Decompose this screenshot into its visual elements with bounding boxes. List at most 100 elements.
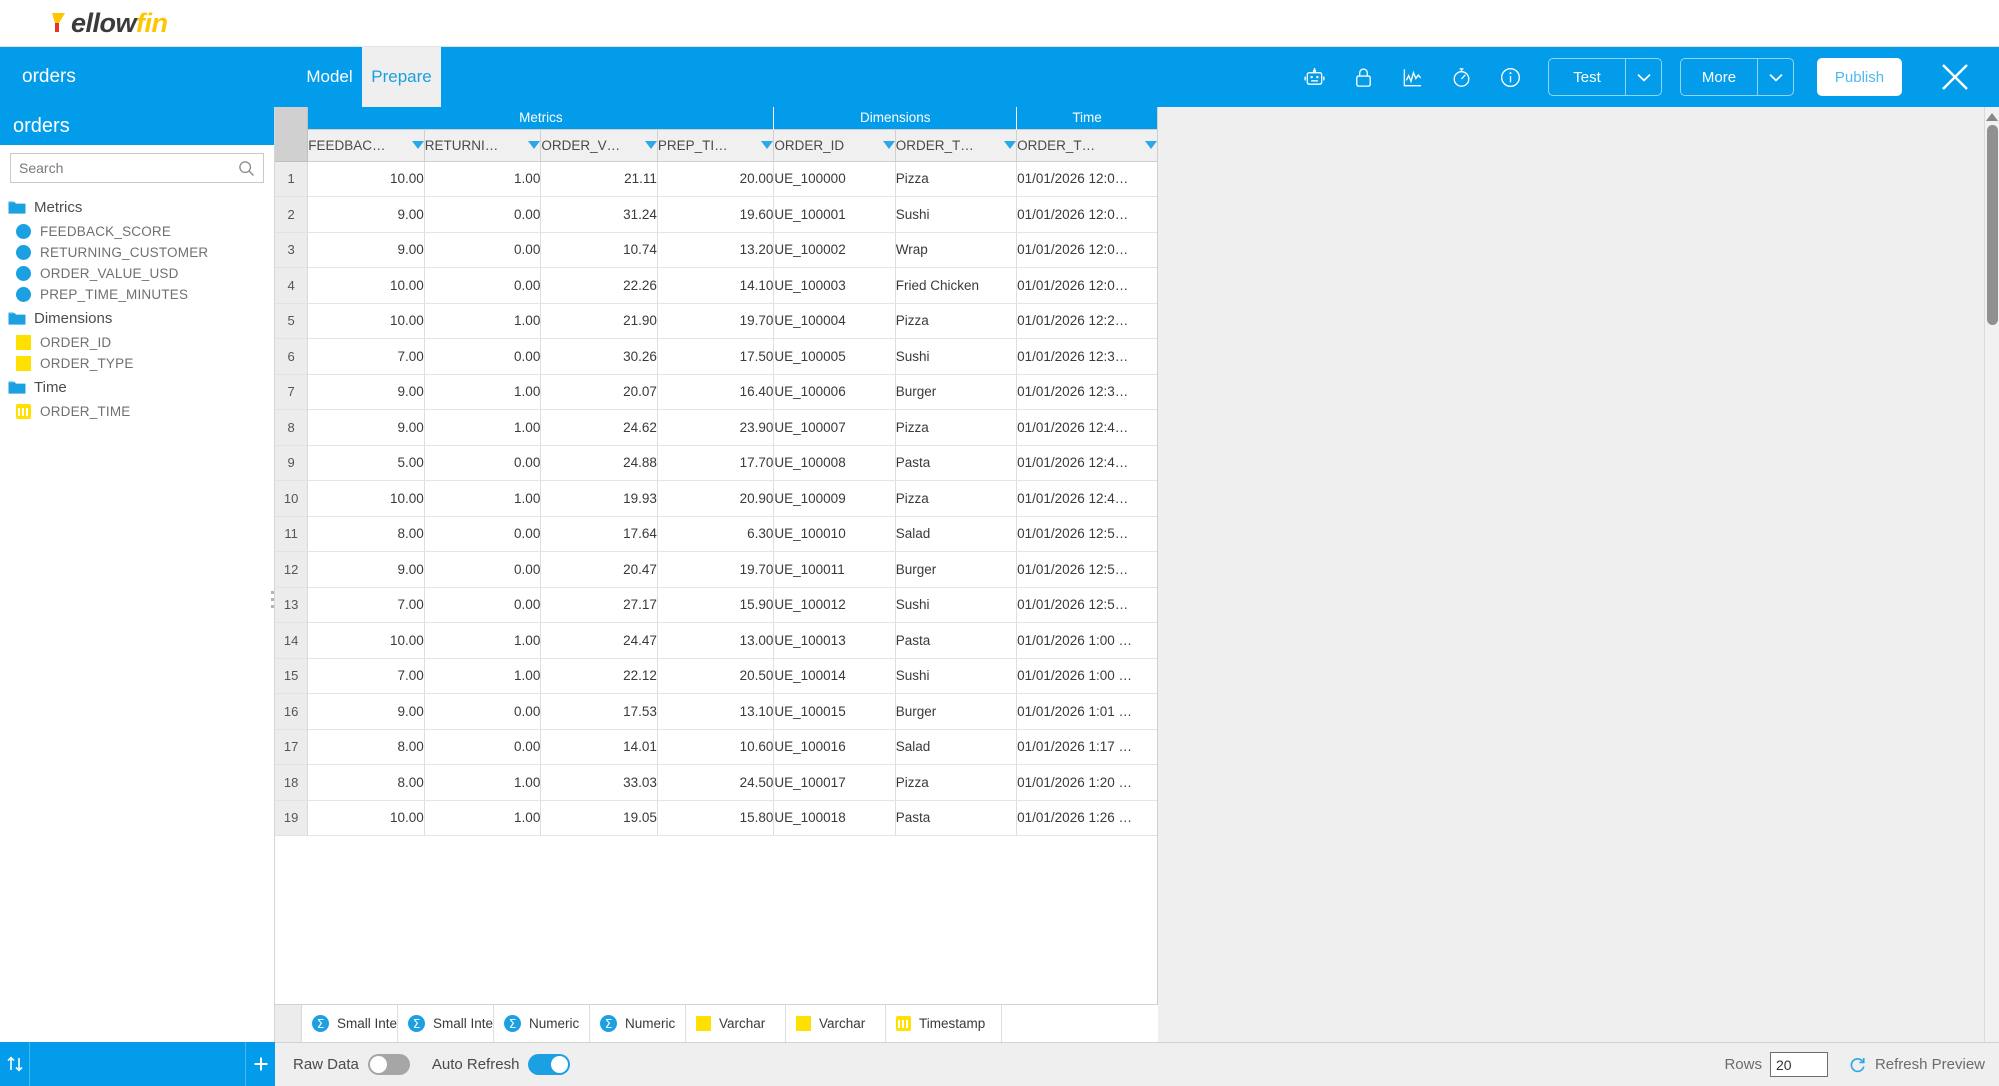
cell-returning_customer[interactable]: 0.00 [424,729,542,765]
cell-order_type[interactable]: Burger [895,374,1018,410]
table-row[interactable]: 16 9.00 0.00 17.53 13.10 UE_100015 Burger 01/01… [275,693,1157,730]
cell-returning_customer[interactable]: 1.00 [424,374,542,410]
cell-order_id[interactable]: UE_100008 [773,445,896,481]
performance-icon[interactable] [1441,57,1481,97]
cell-returning_customer[interactable]: 0.00 [424,551,542,588]
cell-order_id[interactable]: UE_100003 [773,267,896,304]
cell-feedback_score[interactable]: 7.00 [307,338,425,375]
table-row[interactable]: 2 9.00 0.00 31.24 19.60 UE_100001 Sushi 01/01/2… [275,196,1157,233]
cell-order_type[interactable]: Pizza [895,480,1018,517]
tree-item-order-value-usd[interactable]: ORDER_VALUE_USD [0,263,274,284]
cell-order_time[interactable]: 01/01/2026 12:2… [1016,303,1157,339]
cell-returning_customer[interactable]: 1.00 [424,764,542,801]
column-menu-chevron-down-icon[interactable] [411,141,424,149]
cell-order_value_usd[interactable]: 19.93 [540,480,658,517]
cell-prep_time_minutes[interactable]: 13.20 [657,232,775,268]
cell-order_type[interactable]: Pizza [895,764,1018,801]
cell-order_type[interactable]: Sushi [895,196,1018,233]
more-button-label[interactable]: More [1701,68,1737,86]
cell-order_type[interactable]: Pizza [895,409,1018,446]
cell-feedback_score[interactable]: 10.00 [307,800,425,836]
cell-feedback_score[interactable]: 9.00 [307,196,425,233]
cell-order_type[interactable]: Burger [895,693,1018,730]
test-split-button[interactable]: Test [1548,58,1662,96]
cell-feedback_score[interactable]: 8.00 [307,764,425,801]
cell-returning_customer[interactable]: 1.00 [424,658,542,694]
cell-order_id[interactable]: UE_100015 [773,693,896,730]
table-row[interactable]: 14 10.00 1.00 24.47 13.00 UE_100013 Pasta 01/01… [275,622,1157,659]
column-type-order_type[interactable]: Varchar [786,1005,886,1042]
cell-returning_customer[interactable]: 1.00 [424,161,542,197]
cell-order_value_usd[interactable]: 33.03 [540,764,658,801]
cell-order_id[interactable]: UE_100001 [773,196,896,233]
cell-order_value_usd[interactable]: 22.12 [540,658,658,694]
cell-prep_time_minutes[interactable]: 13.00 [657,622,775,659]
table-row[interactable]: 11 8.00 0.00 17.64 6.30 UE_100010 Salad 01/01/2… [275,516,1157,552]
column-type-returning_customer[interactable]: Σ Small Integer [398,1005,494,1042]
cell-returning_customer[interactable]: 1.00 [424,800,542,836]
cell-returning_customer[interactable]: 1.00 [424,480,542,517]
cell-order_type[interactable]: Salad [895,729,1018,765]
analytics-icon[interactable] [1392,57,1432,97]
cell-order_time[interactable]: 01/01/2026 1:00 … [1016,658,1157,694]
plus-icon[interactable] [246,1042,275,1086]
cell-order_type[interactable]: Sushi [895,338,1018,375]
column-menu-chevron-down-icon[interactable] [1004,141,1017,149]
search-box[interactable] [10,153,264,183]
table-row[interactable]: 10 10.00 1.00 19.93 20.90 UE_100009 Pizza 01/01… [275,480,1157,517]
cell-order_id[interactable]: UE_100000 [773,161,896,197]
column-type-order_value_usd[interactable]: Σ Numeric [494,1005,590,1042]
cell-order_value_usd[interactable]: 22.26 [540,267,658,304]
cell-feedback_score[interactable]: 10.00 [307,161,425,197]
column-menu-chevron-down-icon[interactable] [1145,141,1157,149]
cell-prep_time_minutes[interactable]: 10.60 [657,729,775,765]
table-row[interactable]: 1 10.00 1.00 21.11 20.00 UE_100000 Pizza 01/01/… [275,161,1157,197]
cell-order_time[interactable]: 01/01/2026 12:5… [1016,516,1157,552]
lock-icon[interactable] [1343,57,1383,97]
column-type-feedback_score[interactable]: Σ Small Integer [302,1005,398,1042]
cell-returning_customer[interactable]: 0.00 [424,338,542,375]
cell-order_type[interactable]: Burger [895,551,1018,588]
table-row[interactable]: 13 7.00 0.00 27.17 15.90 UE_100012 Sushi 01/01/… [275,587,1157,623]
cell-order_type[interactable]: Salad [895,516,1018,552]
sort-swap-icon[interactable] [0,1042,29,1086]
tree-item-order-id[interactable]: ORDER_ID [0,332,274,353]
cell-prep_time_minutes[interactable]: 19.60 [657,196,775,233]
cell-order_time[interactable]: 01/01/2026 12:3… [1016,338,1157,375]
cell-feedback_score[interactable]: 8.00 [307,516,425,552]
cell-order_type[interactable]: Fried Chicken [895,267,1018,304]
cell-order_id[interactable]: UE_100010 [773,516,896,552]
column-header-feedback_score[interactable]: FEEDBAC… [307,128,425,162]
cell-feedback_score[interactable]: 7.00 [307,658,425,694]
cell-order_value_usd[interactable]: 27.17 [540,587,658,623]
column-type-order_id[interactable]: Varchar [686,1005,786,1042]
sidebar-resize-handle[interactable] [269,575,275,623]
tree-item-order-type[interactable]: ORDER_TYPE [0,353,274,374]
cell-feedback_score[interactable]: 9.00 [307,374,425,410]
close-icon[interactable] [1933,55,1977,99]
test-dropdown-chevron-down-icon[interactable] [1625,59,1661,95]
cell-returning_customer[interactable]: 1.00 [424,409,542,446]
cell-order_type[interactable]: Pasta [895,800,1018,836]
cell-feedback_score[interactable]: 9.00 [307,551,425,588]
column-menu-chevron-down-icon[interactable] [644,141,657,149]
cell-order_time[interactable]: 01/01/2026 1:00 … [1016,622,1157,659]
cell-prep_time_minutes[interactable]: 14.10 [657,267,775,304]
tab-prepare[interactable]: Prepare [362,47,441,107]
cell-order_id[interactable]: UE_100014 [773,658,896,694]
cell-prep_time_minutes[interactable]: 6.30 [657,516,775,552]
tree-item-order-time[interactable]: ORDER_TIME [0,401,274,422]
cell-returning_customer[interactable]: 0.00 [424,587,542,623]
scrollbar-thumb[interactable] [1986,125,1998,325]
tree-folder-time[interactable]: Time [0,374,274,401]
cell-order_value_usd[interactable]: 14.01 [540,729,658,765]
cell-order_time[interactable]: 01/01/2026 12:0… [1016,267,1157,304]
cell-returning_customer[interactable]: 0.00 [424,445,542,481]
cell-order_id[interactable]: UE_100004 [773,303,896,339]
column-header-order_value_usd[interactable]: ORDER_V… [540,128,658,162]
cell-order_id[interactable]: UE_100009 [773,480,896,517]
column-menu-chevron-down-icon[interactable] [528,141,541,149]
column-header-returning_customer[interactable]: RETURNI… [424,128,542,162]
info-icon[interactable] [1490,57,1530,97]
cell-order_type[interactable]: Pizza [895,303,1018,339]
